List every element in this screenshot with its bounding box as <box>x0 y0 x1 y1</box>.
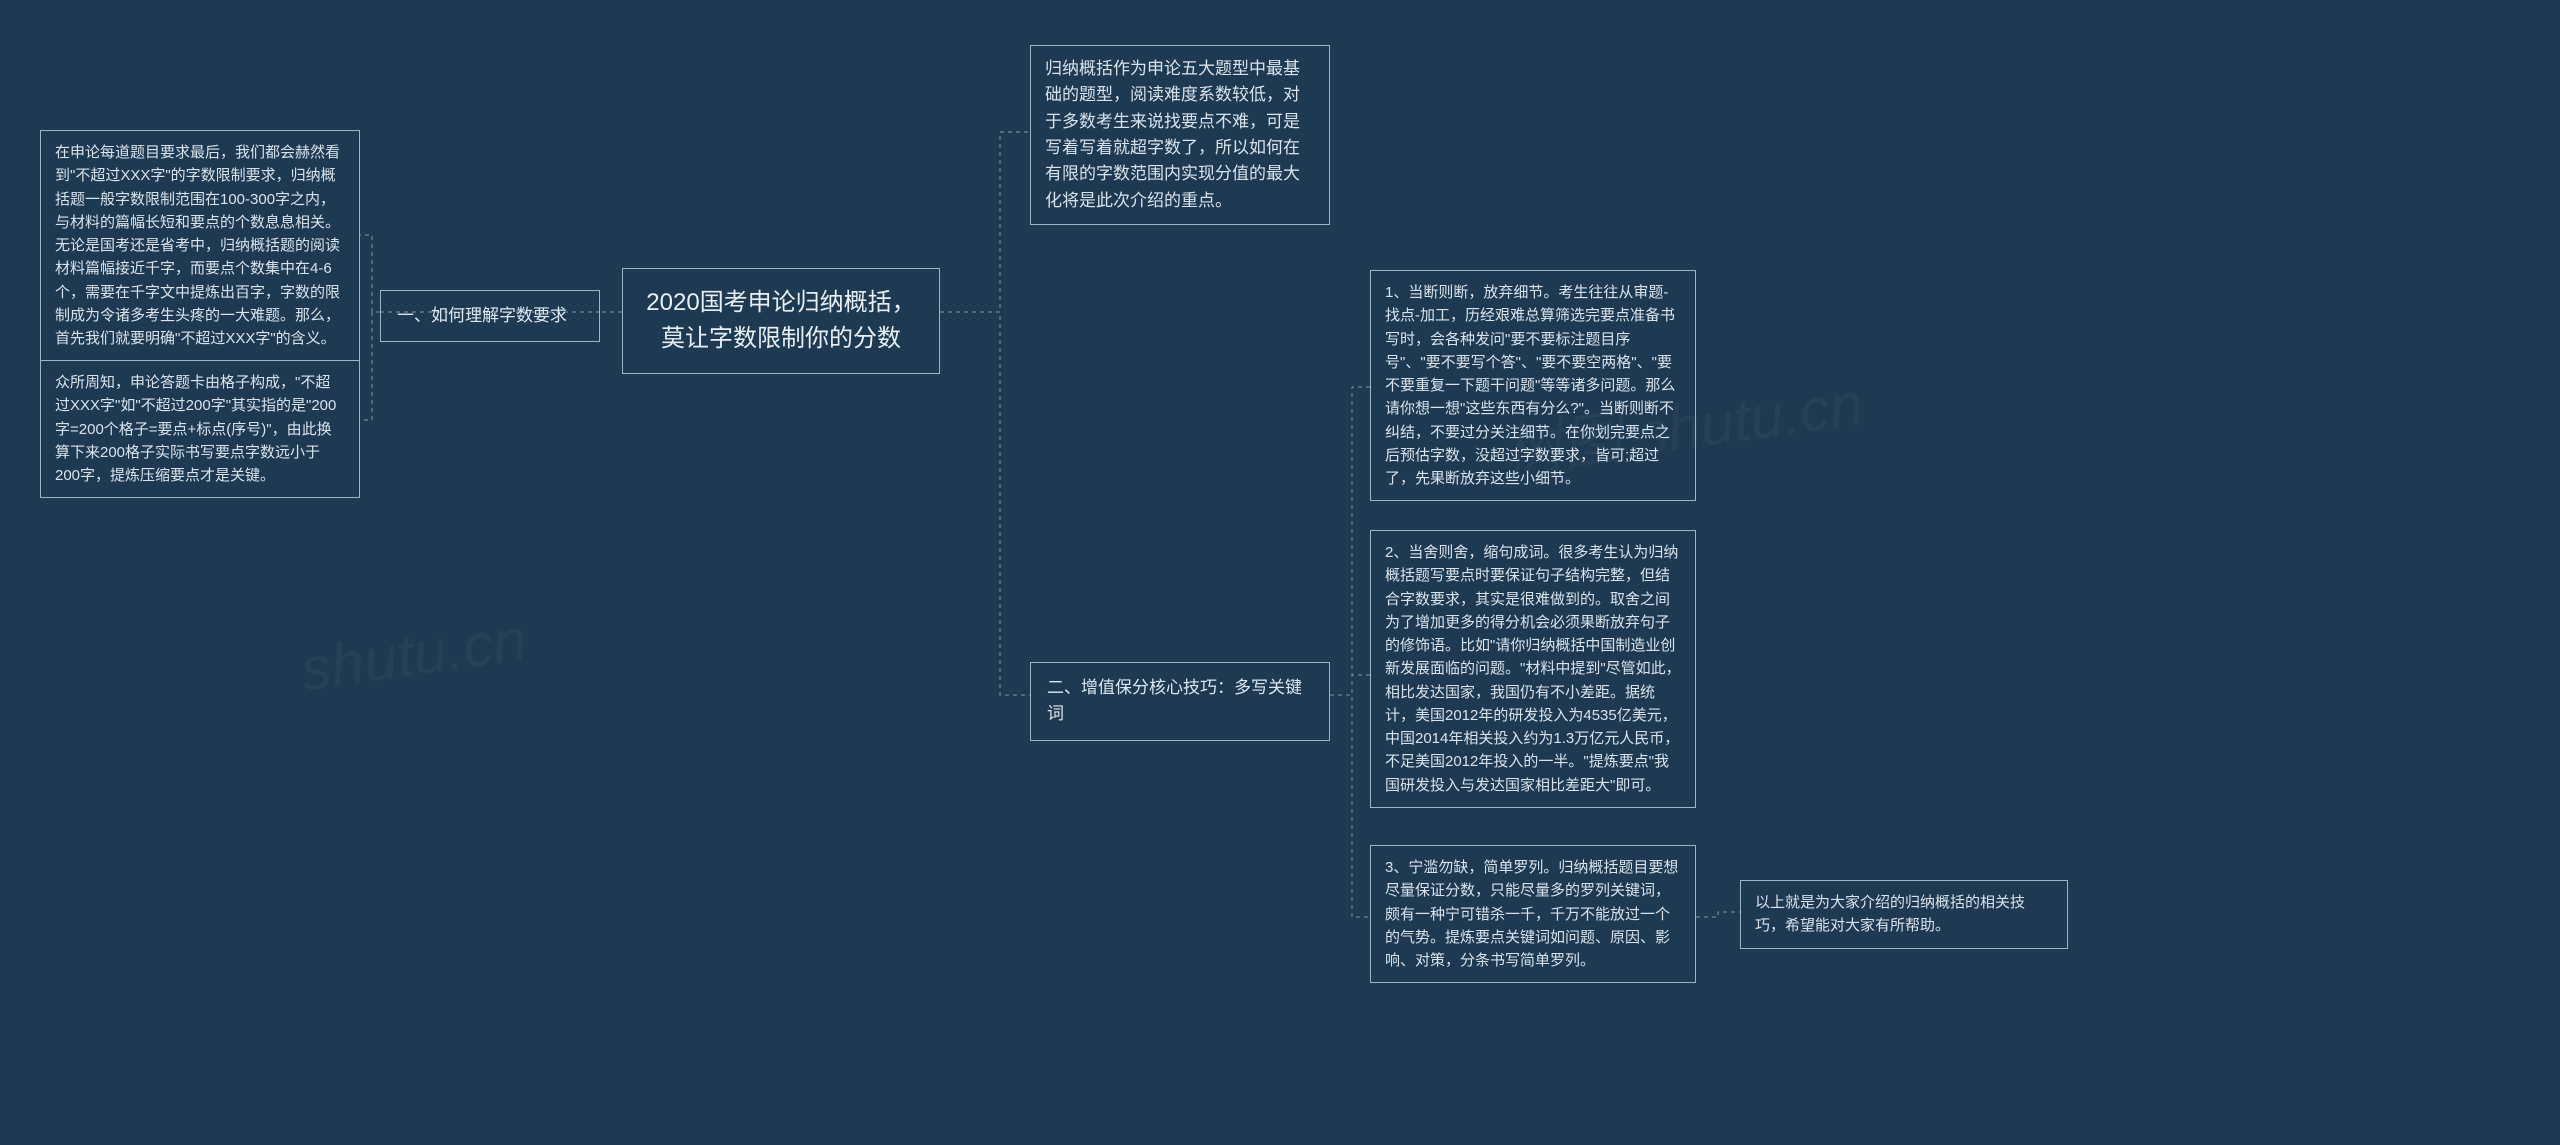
connector <box>1696 912 1740 917</box>
right-intro: 归纳概括作为申论五大题型中最基础的题型，阅读难度系数较低，对于多数考生来说找要点… <box>1030 45 1330 225</box>
connector <box>1330 675 1370 695</box>
right-leaf-1: 1、当断则断，放弃细节。考生往往从审题-找点-加工，历经艰难总算筛选完要点准备书… <box>1370 270 1696 501</box>
connector <box>940 312 1030 695</box>
connector <box>1330 695 1370 917</box>
connector <box>940 132 1030 312</box>
center-title-line2: 莫让字数限制你的分数 <box>643 321 919 357</box>
connector <box>360 235 380 312</box>
left-leaf-2: 众所周知，申论答题卡由格子构成，"不超过XXX字"如"不超过200字"其实指的是… <box>40 360 360 498</box>
center-title-line1: 2020国考申论归纳概括， <box>643 285 919 321</box>
right-leaf-3: 3、宁滥勿缺，简单罗列。归纳概括题目要想尽量保证分数，只能尽量多的罗列关键词，颇… <box>1370 845 1696 983</box>
section-one: 一、如何理解字数要求 <box>380 290 600 342</box>
closing-note: 以上就是为大家介绍的归纳概括的相关技巧，希望能对大家有所帮助。 <box>1740 880 2068 949</box>
connector <box>360 312 380 420</box>
right-leaf-2: 2、当舍则舍，缩句成词。很多考生认为归纳概括题写要点时要保证句子结构完整，但结合… <box>1370 530 1696 808</box>
center-node: 2020国考申论归纳概括， 莫让字数限制你的分数 <box>622 268 940 374</box>
connector <box>1330 387 1370 695</box>
left-leaf-1: 在申论每道题目要求最后，我们都会赫然看到"不超过XXX字"的字数限制要求，归纳概… <box>40 130 360 361</box>
watermark: shutu.cn <box>296 605 530 705</box>
section-two: 二、增值保分核心技巧：多写关键词 <box>1030 662 1330 741</box>
